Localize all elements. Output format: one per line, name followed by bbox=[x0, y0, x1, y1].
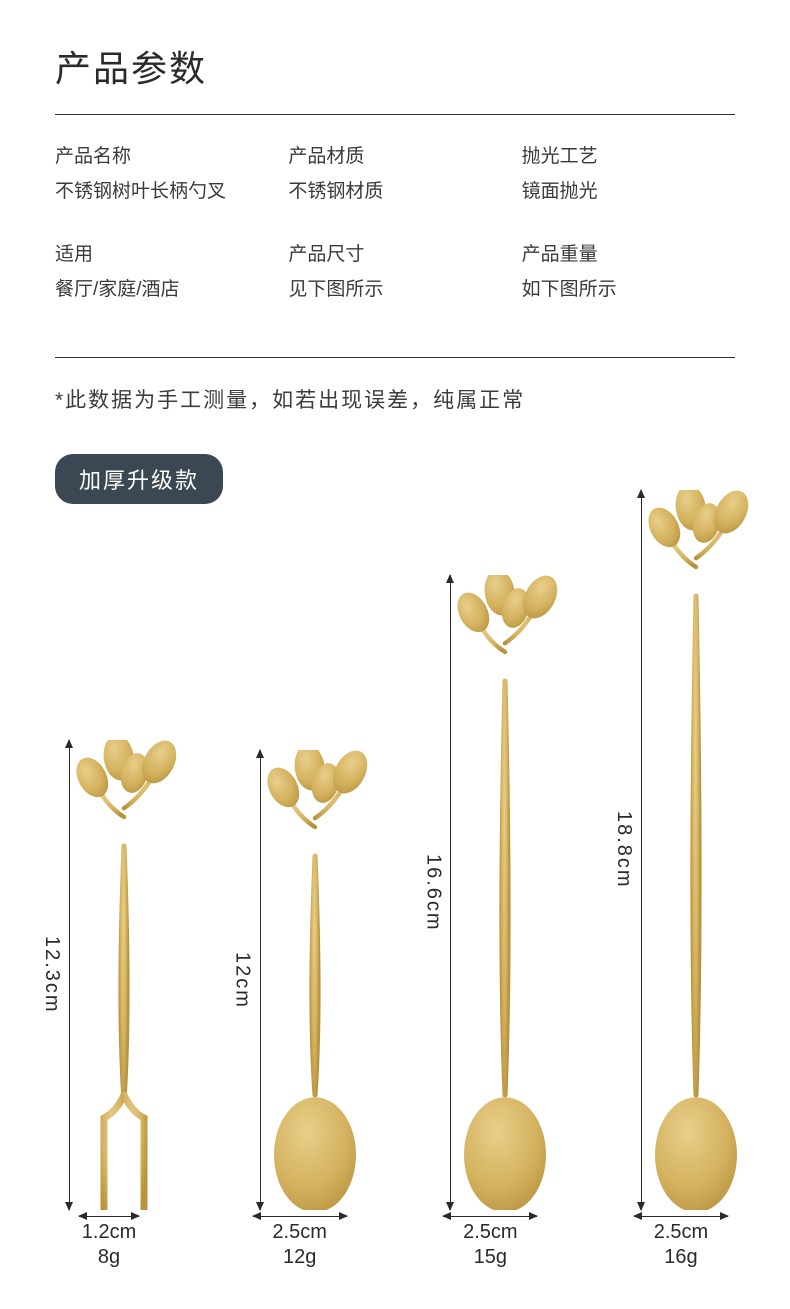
width-label: 2.5cm bbox=[463, 1221, 517, 1244]
spec-label: 产品尺寸 bbox=[288, 239, 501, 266]
product-item: 12cm 2.5cm12g bbox=[231, 750, 369, 1269]
spec-item: 产品名称 不锈钢树叶长柄勺叉 bbox=[55, 141, 268, 203]
width-dimension-line bbox=[253, 1216, 347, 1217]
spec-value: 镜面抛光 bbox=[522, 176, 735, 203]
width-label: 2.5cm bbox=[272, 1221, 326, 1244]
spec-grid: 产品名称 不锈钢树叶长柄勺叉 产品材质 不锈钢材质 抛光工艺 镜面抛光 适用 餐… bbox=[55, 115, 735, 357]
height-label: 16.6cm bbox=[421, 854, 444, 932]
spec-label: 产品重量 bbox=[522, 239, 735, 266]
measurement-note: *此数据为手工测量，如若出现误差，纯属正常 bbox=[55, 384, 735, 414]
products-row: 12.3cm 1.2cm8g 12cm bbox=[0, 490, 790, 1269]
spec-item: 产品材质 不锈钢材质 bbox=[288, 141, 501, 203]
spec-item: 适用 餐厅/家庭/酒店 bbox=[55, 239, 268, 301]
spec-label: 抛光工艺 bbox=[522, 141, 735, 168]
page-title: 产品参数 bbox=[55, 40, 735, 92]
spoon-icon bbox=[451, 575, 559, 1210]
weight-label: 8g bbox=[98, 1246, 120, 1269]
spec-item: 抛光工艺 镜面抛光 bbox=[522, 141, 735, 203]
fork-icon bbox=[70, 740, 178, 1210]
spec-label: 产品材质 bbox=[288, 141, 501, 168]
height-label: 18.8cm bbox=[612, 811, 635, 889]
width-dimension-line bbox=[79, 1216, 139, 1217]
weight-label: 15g bbox=[474, 1246, 507, 1269]
spec-value: 见下图所示 bbox=[288, 274, 501, 301]
spoon-icon bbox=[261, 750, 369, 1210]
height-label: 12cm bbox=[231, 952, 254, 1009]
width-label: 1.2cm bbox=[82, 1221, 136, 1244]
product-item: 12.3cm 1.2cm8g bbox=[40, 740, 178, 1269]
spec-value: 不锈钢材质 bbox=[288, 176, 501, 203]
spoon-icon bbox=[642, 490, 750, 1210]
weight-label: 12g bbox=[283, 1246, 316, 1269]
divider-bottom bbox=[55, 357, 735, 358]
spec-label: 适用 bbox=[55, 239, 268, 266]
spec-value: 如下图所示 bbox=[522, 274, 735, 301]
weight-label: 16g bbox=[664, 1246, 697, 1269]
height-label: 12.3cm bbox=[40, 936, 63, 1014]
product-item: 16.6cm 2.5cm15g bbox=[421, 575, 559, 1269]
spec-item: 产品尺寸 见下图所示 bbox=[288, 239, 501, 301]
spec-value: 不锈钢树叶长柄勺叉 bbox=[55, 176, 268, 203]
width-dimension-line bbox=[634, 1216, 728, 1217]
spec-value: 餐厅/家庭/酒店 bbox=[55, 274, 268, 301]
width-dimension-line bbox=[443, 1216, 537, 1217]
spec-label: 产品名称 bbox=[55, 141, 268, 168]
spec-item: 产品重量 如下图所示 bbox=[522, 239, 735, 301]
width-label: 2.5cm bbox=[654, 1221, 708, 1244]
product-item: 18.8cm 2.5cm16g bbox=[612, 490, 750, 1269]
